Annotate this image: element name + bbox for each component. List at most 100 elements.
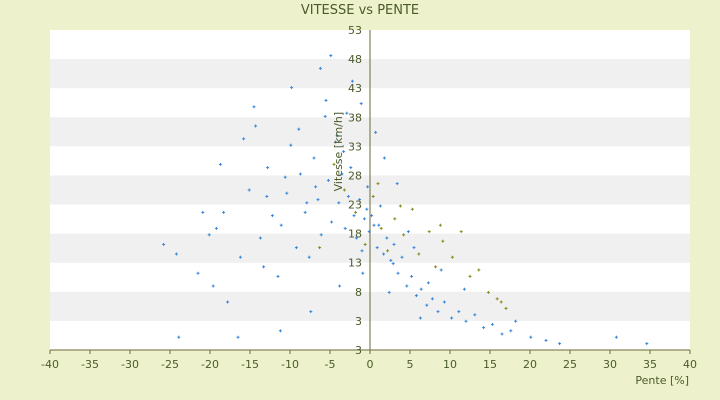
data-point — [207, 233, 211, 237]
data-point — [379, 226, 383, 230]
x-tick-label: -35 — [81, 358, 99, 371]
data-point — [236, 335, 240, 339]
data-point — [303, 210, 307, 214]
x-tick-label: 30 — [603, 358, 617, 371]
y-tick-label: 33 — [348, 140, 362, 153]
data-point — [365, 207, 369, 211]
data-point — [342, 150, 346, 154]
data-point — [376, 182, 380, 186]
data-point — [358, 198, 362, 202]
data-point — [418, 316, 422, 320]
x-tick-label: 5 — [407, 358, 414, 371]
data-point — [324, 98, 328, 102]
data-point — [386, 249, 390, 253]
data-point — [495, 297, 499, 301]
data-point — [509, 329, 513, 333]
data-point — [350, 79, 354, 83]
x-tick-label: 0 — [367, 358, 374, 371]
data-point — [377, 223, 381, 227]
data-point — [362, 217, 366, 221]
x-tick-label: 25 — [563, 358, 577, 371]
x-tick-label: -5 — [325, 358, 336, 371]
data-point — [294, 246, 298, 250]
data-point — [226, 300, 230, 304]
data-point — [309, 310, 313, 314]
data-point — [500, 332, 504, 336]
data-point — [360, 249, 364, 253]
data-point — [297, 127, 301, 131]
data-point — [238, 255, 242, 259]
data-point — [326, 178, 330, 182]
data-point — [345, 111, 349, 115]
data-point — [392, 242, 396, 246]
data-point — [258, 236, 262, 240]
y-tick-label: 23 — [348, 199, 362, 212]
data-point — [371, 194, 375, 198]
data-point — [266, 166, 270, 170]
y-axis-label: Vitesse [km/h] — [332, 112, 345, 192]
data-point — [312, 156, 316, 160]
data-point — [337, 201, 341, 205]
data-point — [349, 166, 353, 170]
x-tick-label: -15 — [241, 358, 259, 371]
data-point — [486, 290, 490, 294]
data-point — [645, 342, 649, 346]
data-point — [374, 130, 378, 134]
data-point — [406, 230, 410, 234]
data-point — [410, 207, 414, 211]
data-point — [332, 162, 336, 166]
data-point — [289, 143, 293, 147]
data-point — [558, 342, 562, 346]
y-tick-label: 3 — [355, 344, 362, 357]
data-point — [473, 313, 477, 317]
data-point — [307, 255, 311, 259]
y-tick-label: 28 — [348, 169, 362, 182]
data-point — [450, 316, 454, 320]
data-point — [276, 274, 280, 278]
data-point — [316, 198, 320, 202]
data-point — [335, 134, 339, 138]
data-point — [389, 258, 393, 262]
data-point — [354, 236, 358, 240]
data-point — [459, 230, 463, 234]
data-point — [438, 223, 442, 227]
data-point — [450, 255, 454, 259]
data-point — [319, 233, 323, 237]
data-point — [218, 162, 222, 166]
data-point — [378, 204, 382, 208]
x-tick-label: -40 — [41, 358, 59, 371]
data-point — [372, 223, 376, 227]
data-point — [174, 252, 178, 256]
data-point — [410, 274, 414, 278]
data-point — [544, 338, 548, 342]
y-tick-label: 38 — [348, 111, 362, 124]
data-point — [382, 252, 386, 256]
x-tick-label: -30 — [121, 358, 139, 371]
y-tick-label: 3 — [355, 315, 362, 328]
data-point — [252, 105, 256, 109]
data-point — [354, 210, 358, 214]
data-point — [283, 175, 287, 179]
data-point — [314, 185, 318, 189]
data-point — [400, 255, 404, 259]
x-tick-label: 10 — [443, 358, 457, 371]
y-tick-label: 43 — [348, 82, 362, 95]
data-point — [162, 242, 166, 246]
x-tick-label: 15 — [483, 358, 497, 371]
data-point — [366, 185, 370, 189]
data-point — [514, 319, 518, 323]
data-point — [318, 246, 322, 250]
data-point — [419, 287, 423, 291]
data-point — [375, 246, 379, 250]
data-point — [270, 214, 274, 218]
data-point — [262, 265, 266, 269]
data-point — [504, 306, 508, 310]
data-point — [477, 268, 481, 272]
data-point — [290, 86, 294, 90]
data-point — [385, 236, 389, 240]
data-point — [490, 322, 494, 326]
x-tick-label: -25 — [161, 358, 179, 371]
data-point — [177, 335, 181, 339]
data-point — [391, 262, 395, 266]
